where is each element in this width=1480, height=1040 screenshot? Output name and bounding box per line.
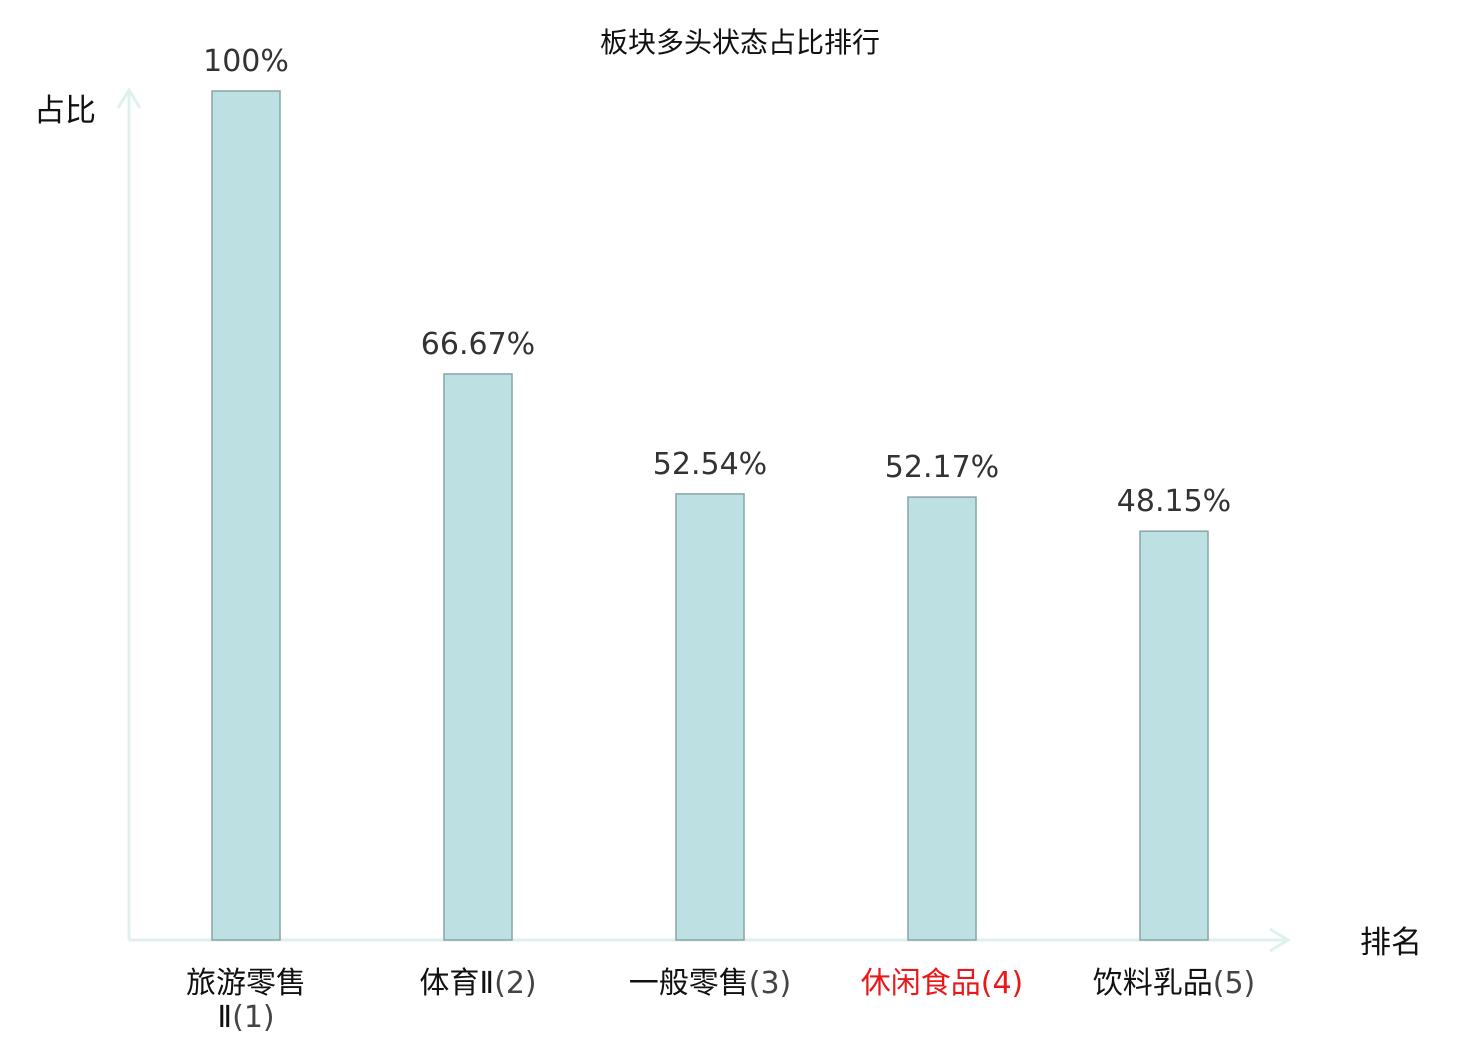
bar-3 [675,493,745,941]
category-name-line: 饮料乳品 [1093,966,1213,1001]
x-axis-arrow [1269,927,1291,953]
bar-5 [1139,530,1209,941]
bar-1 [211,90,281,941]
category-labels: 旅游零售 Ⅱ(1) 体育Ⅱ(2) 一般零售(3) 休闲食品(4) 饮料乳品(5) [186,966,1255,1035]
x-axis-label: 排名 [1360,925,1422,961]
category-label-2: 体育Ⅱ(2) [419,966,536,1001]
category-rank: (2) [494,966,537,1001]
category-rank: (3) [749,966,792,1001]
value-label-5: 48.15% [1117,484,1231,519]
category-name-line: 旅游零售 [186,966,306,1001]
category-name-line: 体育Ⅱ [419,966,494,1001]
y-axis-arrow [116,87,142,109]
value-label-3: 52.54% [653,447,767,482]
category-label-4: 休闲食品(4) [861,966,1024,1001]
category-name-line: 休闲食品 [861,966,981,1001]
value-label-1: 100% [203,44,289,79]
value-label-2: 66.67% [421,327,535,362]
category-rank: (4) [981,966,1024,1001]
category-rank: (1) [232,1000,275,1035]
bar-series [211,90,1209,941]
category-name-line: Ⅱ [217,1000,232,1035]
category-label-3: 一般零售(3) [629,966,792,1001]
chart-title: 板块多头状态占比排行 [600,26,880,59]
data-labels: 100% 66.67% 52.54% 52.17% 48.15% [203,44,1231,519]
category-label-5: 饮料乳品(5) [1093,966,1256,1001]
bar-2 [443,373,513,941]
value-label-4: 52.17% [885,450,999,485]
category-rank: (5) [1213,966,1256,1001]
y-axis-label: 占比 [34,93,96,129]
category-name-line: 一般零售 [629,966,749,1001]
category-label-1: 旅游零售 Ⅱ(1) [186,966,306,1035]
bar-4 [907,496,977,941]
